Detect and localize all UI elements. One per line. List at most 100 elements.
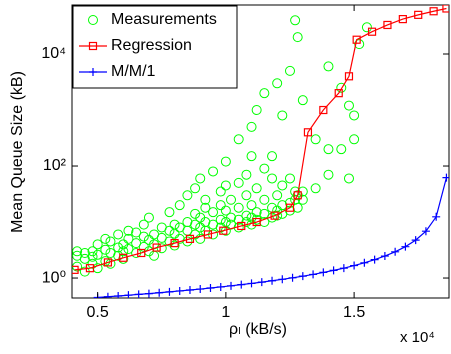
scatter-point	[233, 214, 244, 225]
series-line	[74, 7, 447, 271]
point-marker	[298, 272, 307, 281]
scatter-point	[123, 233, 134, 244]
scatter-point	[226, 212, 237, 223]
point-marker	[268, 276, 277, 285]
point-marker	[278, 275, 287, 284]
scatter-point	[272, 190, 283, 201]
scatter-point	[123, 225, 134, 236]
point-marker	[257, 278, 266, 287]
scatter-point	[220, 156, 231, 167]
scatter-point	[233, 177, 244, 188]
point-marker	[421, 227, 430, 236]
y-tick-label: 10²	[43, 157, 67, 174]
scatter-point	[169, 240, 180, 251]
point-marker	[170, 239, 179, 248]
scatter-point	[190, 219, 201, 230]
scatter-point	[246, 212, 257, 223]
point-marker	[103, 292, 112, 298]
scatter-point	[105, 236, 116, 247]
point-marker	[124, 291, 133, 298]
point-marker	[203, 230, 213, 239]
scatter-point	[220, 205, 231, 216]
point-marker	[103, 258, 113, 267]
scatter-point	[241, 169, 252, 180]
scatter-point	[310, 134, 321, 145]
scatter-point	[200, 202, 211, 213]
x-axis-label: ρₗ (kB/s)	[229, 321, 287, 338]
scatter-point	[336, 144, 347, 155]
y-tick-label: 10⁰	[42, 269, 66, 286]
scatter-point	[118, 246, 129, 257]
scatter-point	[272, 205, 283, 216]
scatter-point	[100, 233, 111, 244]
y-tick-label: 10⁴	[41, 45, 66, 62]
scatter-point	[226, 194, 237, 205]
point-marker	[442, 5, 449, 13]
legend-box	[72, 5, 238, 89]
scatter-point	[92, 249, 103, 260]
scatter-point	[174, 233, 185, 244]
scatter-point	[156, 243, 167, 254]
point-marker	[237, 221, 246, 231]
point-marker	[303, 128, 313, 137]
point-marker	[350, 261, 359, 270]
scatter-point	[354, 39, 365, 50]
scatter-point	[182, 217, 193, 228]
point-marker	[391, 247, 400, 256]
scatter-point	[123, 243, 134, 254]
scatter-point	[72, 246, 83, 257]
scatter-point	[233, 202, 244, 213]
scatter-point	[272, 210, 283, 221]
legend-label: M/M/1	[111, 63, 156, 80]
scatter-point	[361, 22, 372, 33]
scatter-point	[190, 183, 201, 194]
scatter-point	[241, 190, 252, 201]
scatter-point	[251, 183, 262, 194]
scatter-point	[290, 15, 301, 26]
point-marker	[155, 288, 164, 297]
legend-label: Regression	[111, 37, 192, 54]
scatter-point	[349, 110, 360, 121]
point-marker	[219, 226, 228, 235]
scatter-point	[138, 231, 149, 242]
point-marker	[285, 203, 295, 212]
point-marker	[360, 258, 369, 267]
point-marker	[72, 265, 79, 274]
y-axis-label: Mean Queue Size (kB)	[9, 71, 26, 233]
scatter-point	[100, 244, 111, 255]
scatter-point	[215, 186, 226, 197]
scatter-point	[215, 214, 226, 225]
point-marker	[144, 289, 153, 298]
scatter-point	[284, 173, 295, 184]
scatter-point	[190, 208, 201, 219]
point-marker	[252, 217, 261, 227]
legend-marker	[89, 68, 97, 76]
scatter-point	[297, 194, 308, 205]
scatter-point	[169, 219, 180, 230]
scatter-point	[323, 169, 334, 180]
scatter-point	[164, 207, 175, 218]
point-marker	[344, 72, 354, 81]
scatter-point	[79, 253, 90, 264]
legend-label: Measurements	[111, 11, 217, 28]
scatter-point	[246, 121, 257, 132]
scatter-point	[200, 194, 211, 205]
plot-marks	[72, 5, 449, 298]
axes: 0.5 1 1.5 10⁰ 10² 10⁴	[41, 5, 449, 321]
scatter-point	[164, 225, 175, 236]
point-marker	[119, 253, 128, 262]
point-marker	[367, 27, 377, 36]
scatter-point	[182, 190, 193, 201]
x-multiplier: x 10⁴	[400, 329, 435, 346]
point-marker	[165, 287, 174, 296]
scatter-point	[233, 134, 244, 145]
scatter-point	[105, 247, 116, 258]
scatter-point	[195, 222, 206, 233]
scatter-point	[208, 207, 219, 218]
scatter-point	[174, 200, 185, 211]
scatter-point	[208, 166, 219, 177]
legend: Measurements Regression M/M/1	[72, 5, 238, 89]
scatter-point	[195, 233, 206, 244]
point-marker	[185, 286, 194, 295]
